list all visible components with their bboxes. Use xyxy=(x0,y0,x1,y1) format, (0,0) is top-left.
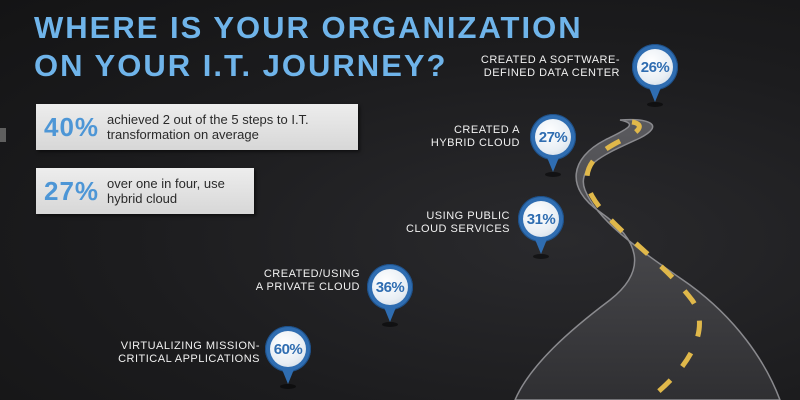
stat-percent: 27% xyxy=(44,175,100,206)
milestone-label-public-cloud: USING PUBLIC CLOUD SERVICES xyxy=(406,210,510,235)
edge-marker xyxy=(0,128,6,142)
pin-percent: 26% xyxy=(640,58,670,76)
headline-line-2: ON YOUR I.T. JOURNEY? xyxy=(34,48,448,83)
milestone-label-hybrid-cloud: CREATED A HYBRID CLOUD xyxy=(430,124,520,149)
stat-text: achieved 2 out of the 5 steps to I.T. tr… xyxy=(107,112,309,142)
pin-percent: 36% xyxy=(375,278,405,296)
milestone-label-sddc: CREATED A SOFTWARE- DEFINED DATA CENTER xyxy=(480,54,620,79)
milestone-pin-private-cloud: 36% xyxy=(367,264,413,327)
pin-percent: 60% xyxy=(273,340,303,358)
pin-percent: 27% xyxy=(538,128,568,146)
milestone-pin-virtualizing: 60% xyxy=(265,326,311,389)
milestone-pin-public-cloud: 31% xyxy=(518,196,564,259)
milestone-label-private-cloud: CREATED/USING A PRIVATE CLOUD xyxy=(255,268,360,293)
stat-text: over one in four, use hybrid cloud xyxy=(107,176,225,206)
pin-percent: 31% xyxy=(526,210,556,228)
milestone-pin-hybrid-cloud: 27% xyxy=(530,114,576,177)
road-center-line xyxy=(584,119,702,400)
stat-percent: 40% xyxy=(44,111,100,142)
headline-line-1: WHERE IS YOUR ORGANIZATION xyxy=(34,10,583,45)
milestone-label-virtualizing: VIRTUALIZING MISSION- CRITICAL APPLICATI… xyxy=(118,340,260,365)
stat-box-hybrid-cloud: 27% over one in four, use hybrid cloud xyxy=(36,168,254,214)
milestone-pin-sddc: 26% xyxy=(632,44,678,107)
stat-box-average-steps: 40% achieved 2 out of the 5 steps to I.T… xyxy=(36,104,358,150)
